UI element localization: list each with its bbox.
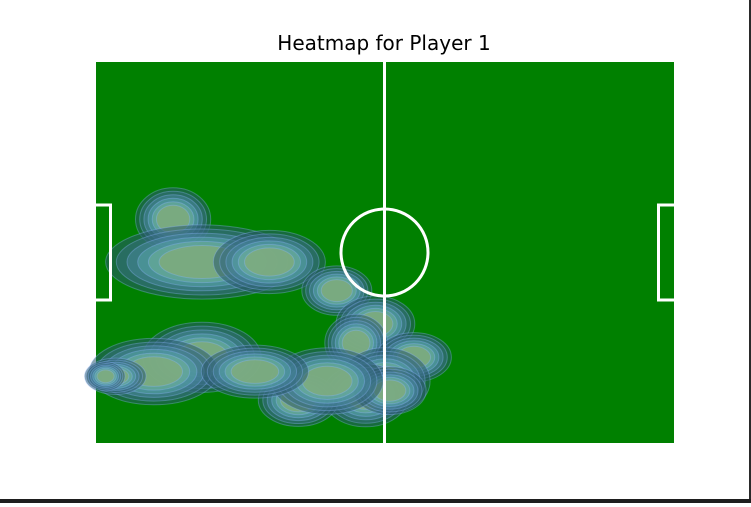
right-goal-box — [657, 203, 674, 302]
density-contour — [230, 359, 280, 384]
center-circle — [339, 207, 430, 298]
density-hotspot — [212, 229, 326, 295]
pitch-lines — [96, 62, 674, 443]
window-edge-right — [749, 0, 751, 503]
left-goal-box — [96, 203, 112, 302]
density-hotspot — [301, 265, 373, 316]
density-contour — [320, 279, 353, 303]
window-edge-bottom — [0, 499, 751, 503]
density-contour — [96, 369, 115, 384]
chart-title: Heatmap for Player 1 — [277, 31, 490, 55]
density-hotspot — [85, 361, 126, 392]
density-contour — [244, 247, 295, 277]
density-hotspot — [200, 344, 309, 399]
density-contour — [301, 365, 353, 397]
